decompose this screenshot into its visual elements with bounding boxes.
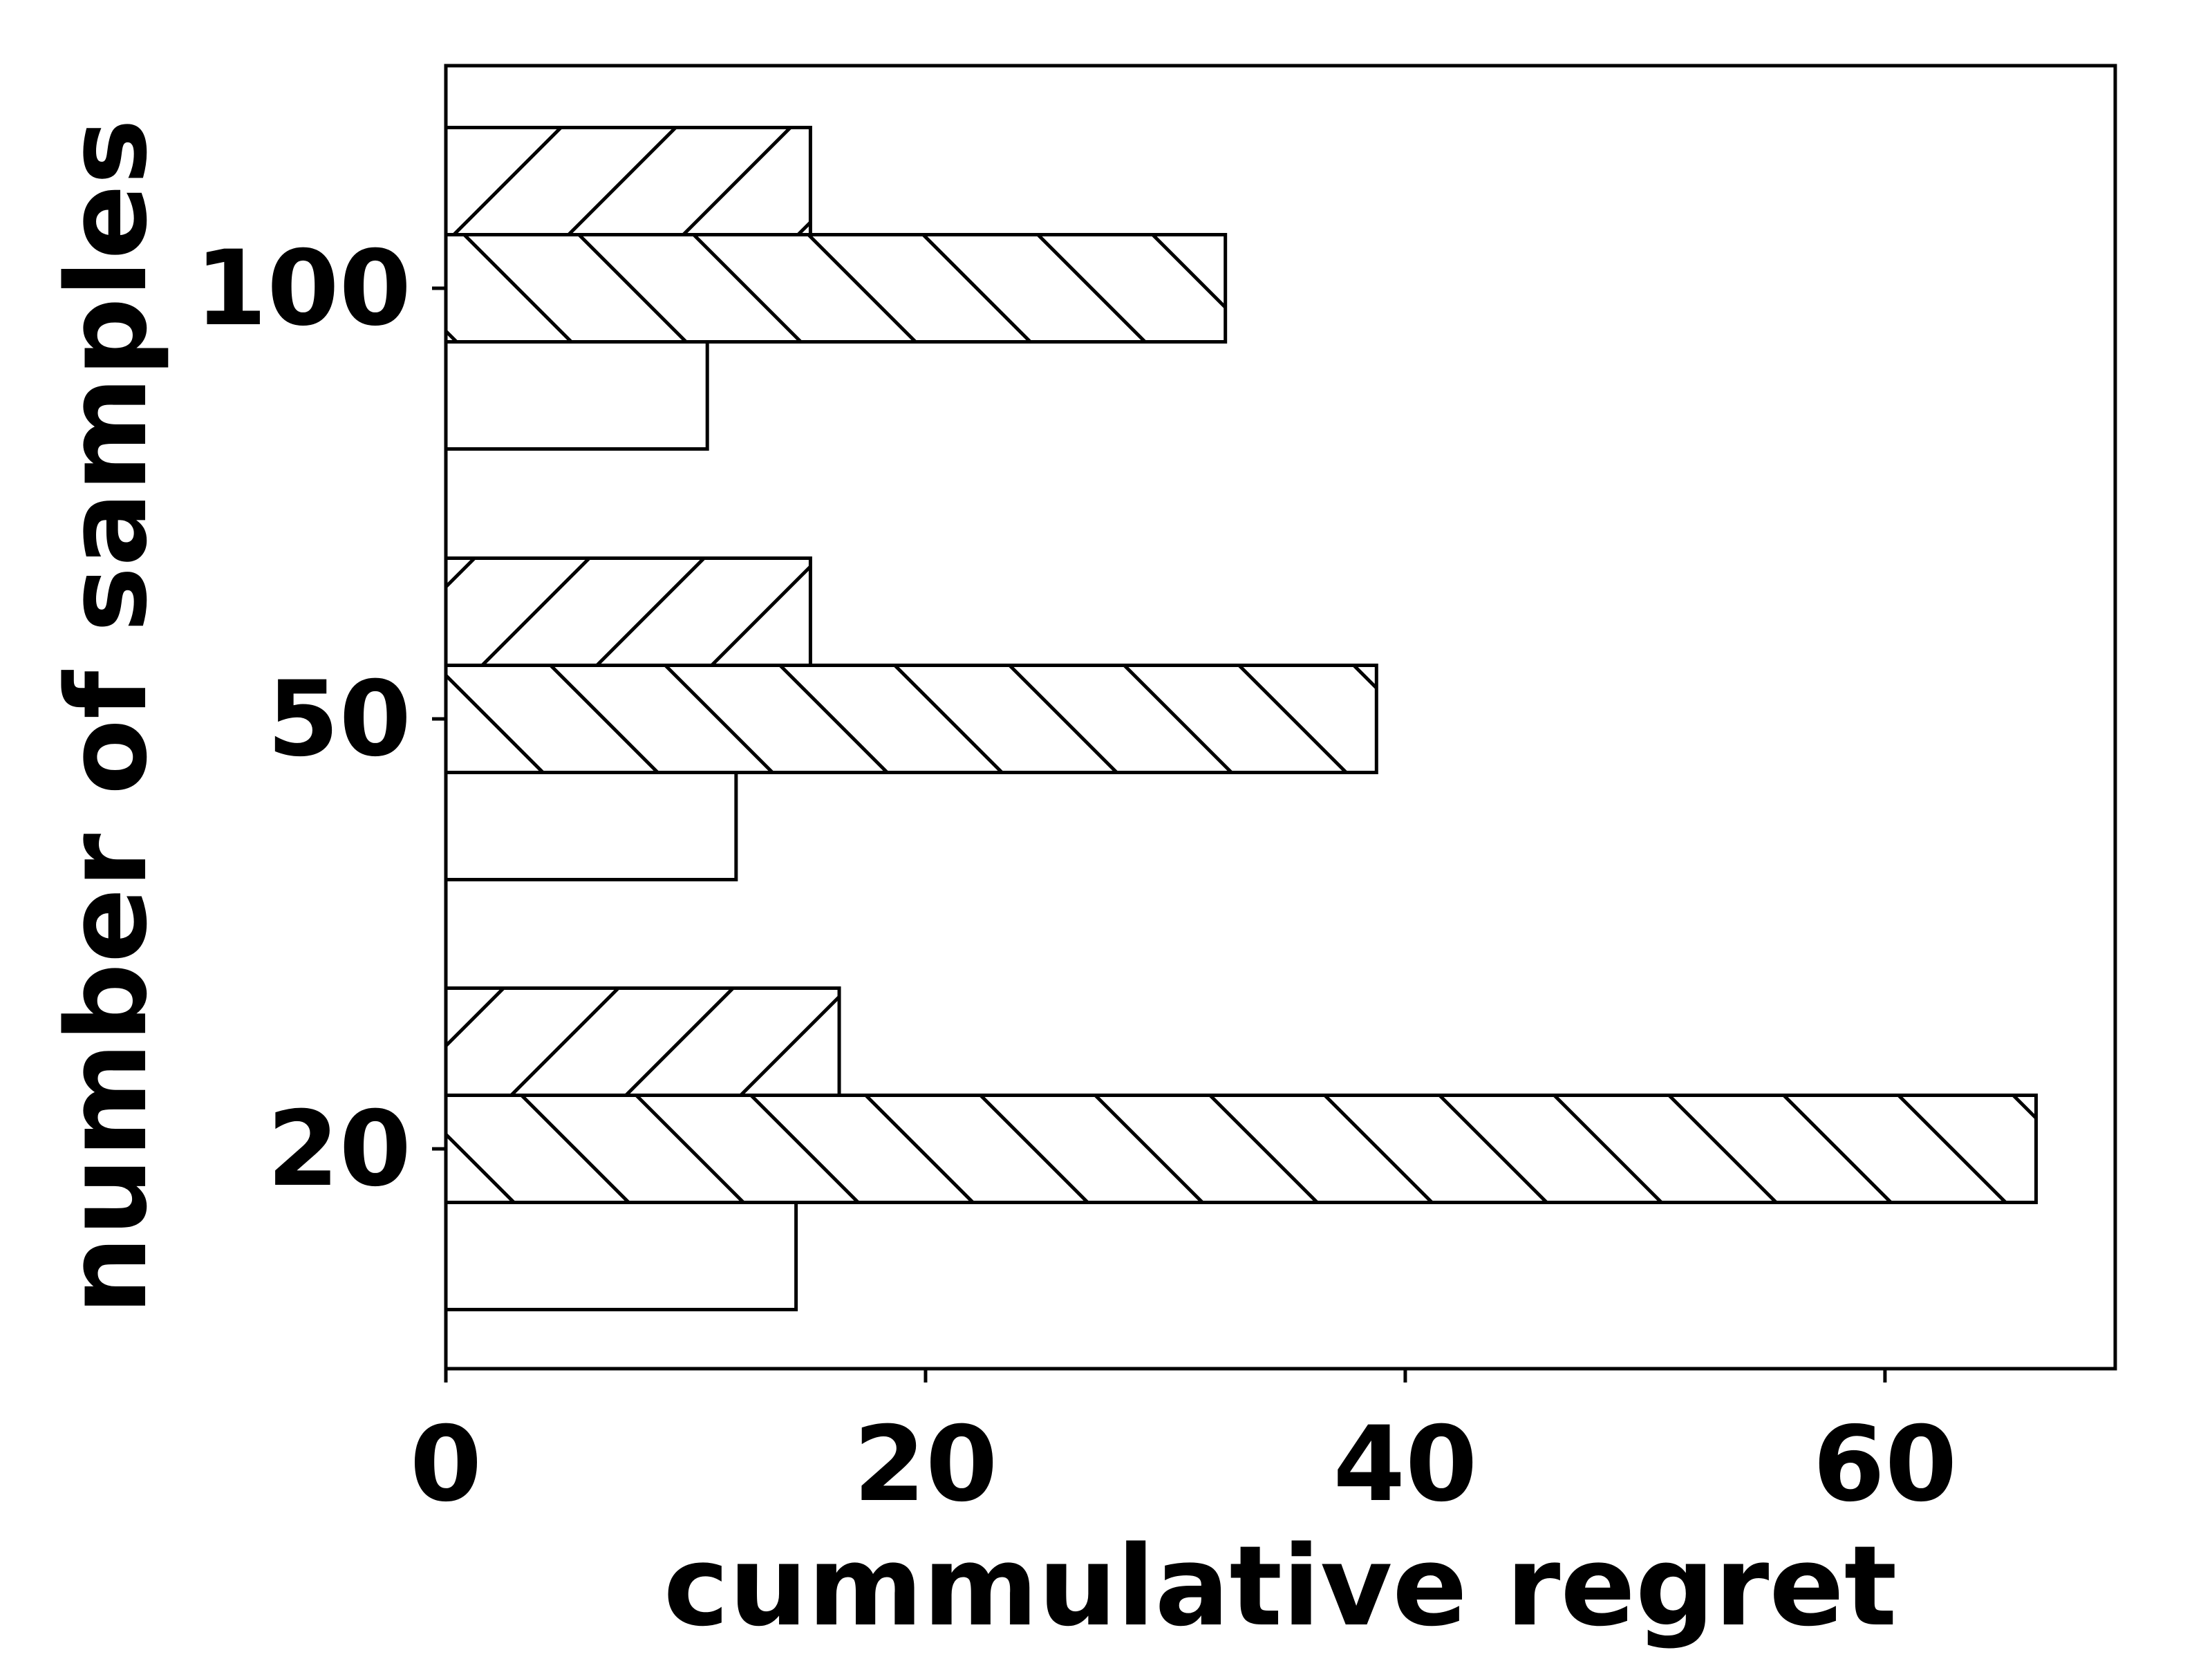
bar-100-series-3: [444, 126, 812, 236]
bars-group: [444, 126, 2038, 1311]
y-tick-label: 100: [195, 229, 411, 349]
bar-50-series-2: [444, 664, 1378, 774]
bar-20-series-2: [444, 1094, 2038, 1204]
bar-50-series-3: [444, 556, 812, 667]
y-tick-label: 50: [267, 659, 411, 780]
x-tick-label: 40: [1333, 1405, 1478, 1525]
x-tick-label: 0: [410, 1405, 482, 1525]
x-tick-label: 20: [854, 1405, 998, 1525]
axes-group: 0 20 40 60 20 50 100: [195, 229, 1957, 1525]
y-axis-label: number of samples: [42, 119, 171, 1315]
x-tick-label: 60: [1813, 1405, 1958, 1525]
bar-20-series-1: [444, 1201, 798, 1311]
bar-20-series-3: [444, 986, 841, 1097]
bar-100-series-1: [444, 340, 709, 451]
bar-50-series-1: [444, 771, 738, 881]
x-axis-label: cummulative regret: [664, 1521, 1897, 1651]
bar-100-series-2: [444, 233, 1228, 344]
y-tick-label: 20: [267, 1089, 411, 1210]
